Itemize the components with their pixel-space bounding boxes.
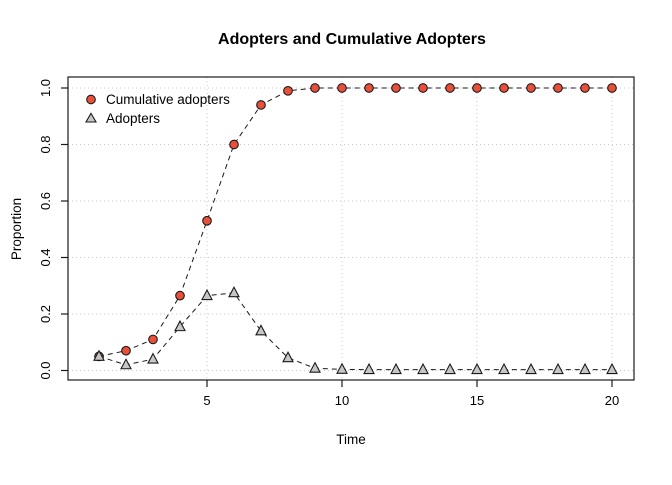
legend-cumulative-adopters-marker-icon (86, 94, 96, 105)
data-point-adopters (336, 362, 348, 374)
data-point-adopters (201, 288, 213, 301)
data-point-cumulative-adopters (580, 83, 590, 93)
data-point-adopters (147, 352, 159, 364)
data-point-adopters (525, 362, 537, 375)
data-point-adopters (390, 362, 402, 375)
data-point-cumulative-adopters (337, 83, 347, 93)
data-series (93, 83, 618, 375)
data-point-cumulative-adopters (445, 83, 455, 93)
data-point-cumulative-adopters (364, 83, 374, 93)
data-point-adopters (444, 362, 456, 375)
data-point-adopters (309, 361, 321, 373)
x-axis-tick-label: 15 (470, 393, 484, 408)
data-point-cumulative-adopters (499, 83, 509, 93)
data-point-adopters (552, 362, 564, 375)
y-axis-label: Proportion (9, 198, 24, 260)
x-axis-tick-label: 10 (335, 393, 349, 408)
data-point-adopters (579, 362, 591, 375)
legend-cumulative-adopters-label: Cumulative adopters (106, 92, 230, 107)
data-point-adopters (93, 349, 105, 361)
plot-area-border (67, 76, 635, 381)
y-axis-tick-label: 0.8 (38, 135, 53, 153)
data-point-cumulative-adopters (553, 83, 563, 93)
data-point-cumulative-adopters (418, 83, 428, 93)
x-axis-tick-label: 5 (203, 393, 210, 408)
data-point-cumulative-adopters (256, 100, 266, 110)
legend: Cumulative adopters Adopters (85, 92, 230, 126)
data-point-cumulative-adopters (607, 83, 617, 93)
y-axis-tick-label: 0.2 (38, 305, 53, 323)
data-point-cumulative-adopters (148, 334, 158, 345)
data-point-adopters (228, 286, 240, 298)
data-point-cumulative-adopters (229, 139, 239, 150)
data-point-adopters (417, 362, 429, 375)
y-axis-tick-label: 1.0 (38, 79, 53, 97)
data-point-adopters (498, 362, 510, 375)
gridlines (68, 77, 634, 380)
series-line-cumulative-adopters (98, 87, 612, 357)
data-point-adopters (120, 358, 132, 370)
data-point-cumulative-adopters (283, 85, 293, 96)
data-point-adopters (363, 362, 375, 375)
data-point-cumulative-adopters (202, 215, 212, 226)
data-point-cumulative-adopters (175, 290, 185, 301)
series-line-adopters (98, 292, 612, 371)
legend-adopters-marker-icon (85, 112, 97, 123)
data-point-adopters (606, 362, 618, 375)
y-axis-tick-label: 0.0 (38, 361, 53, 379)
data-point-adopters (282, 351, 294, 363)
data-point-cumulative-adopters (121, 345, 131, 356)
legend-adopters-label: Adopters (106, 111, 160, 126)
y-axis-tick-label: 0.6 (38, 192, 53, 210)
data-point-cumulative-adopters (472, 83, 482, 93)
data-point-adopters (471, 362, 483, 375)
y-axis-tick-label: 0.4 (38, 248, 53, 266)
data-point-cumulative-adopters (391, 83, 401, 93)
axis-ticks: 5 10 15 20 0.0 0.2 0.4 0.6 0.8 1.0 (38, 79, 619, 408)
data-point-cumulative-adopters (310, 83, 320, 93)
x-axis-label: Time (336, 432, 366, 447)
data-point-cumulative-adopters (526, 83, 536, 93)
data-point-adopters (174, 319, 186, 332)
data-point-adopters (255, 324, 267, 336)
chart-title: Adopters and Cumulative Adopters (218, 31, 486, 48)
x-axis-tick-label: 20 (605, 393, 619, 408)
